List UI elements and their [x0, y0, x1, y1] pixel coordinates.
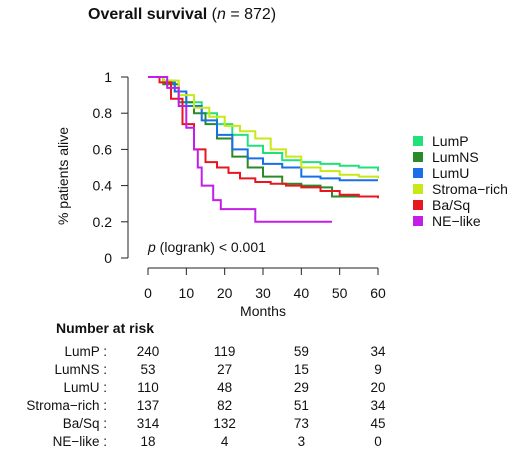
risk-row-label: Ba/Sq : — [62, 416, 107, 431]
logrank-annotation: p (logrank) < 0.001 — [147, 239, 266, 255]
risk-cell: 29 — [293, 380, 309, 395]
risk-cell: 34 — [370, 344, 386, 359]
legend-label-lumu: LumU — [432, 165, 469, 181]
chart-title: Overall survival (n = 872) — [88, 6, 276, 24]
legend-label-lump: LumP — [432, 133, 469, 149]
legend-swatch-stroma-rich — [413, 184, 423, 194]
survival-chart: 00.20.40.60.810 10 20 30 40 50 60 LumPLumNSLum… — [55, 69, 508, 319]
risk-cell: 314 — [136, 416, 160, 431]
y-tick-label: 0.8 — [93, 105, 113, 121]
legend-label-stroma-rich: Stroma−rich — [432, 181, 508, 197]
risk-cell: 34 — [370, 398, 386, 413]
risk-cell: 73 — [293, 416, 309, 431]
risk-cell: 132 — [213, 416, 236, 431]
y-tick-label: 1 — [104, 69, 112, 85]
x-tick-label: 60 — [370, 285, 386, 301]
risk-cell: 82 — [217, 398, 233, 413]
x-tick-label: 40 — [294, 285, 310, 301]
risk-cell: 51 — [293, 398, 309, 413]
legend-label-ba-sq: Ba/Sq — [432, 197, 470, 213]
risk-cell: 119 — [213, 344, 236, 359]
risk-row-label: LumU : — [63, 380, 107, 395]
risk-cell: 59 — [293, 344, 309, 359]
risk-cell: 3 — [297, 434, 306, 449]
legend-swatch-lumu — [413, 168, 423, 178]
y-axis-label: % patients alive — [55, 127, 71, 225]
series-line-ba-sq — [148, 76, 379, 199]
title-n-value: = 872) — [225, 6, 277, 23]
risk-row-label: LumNS : — [54, 362, 107, 377]
risk-cell: 45 — [370, 416, 386, 431]
risk-cell: 53 — [140, 362, 156, 377]
risk-row-label: LumP : — [64, 344, 107, 359]
axes: 00.20.40.60.810 10 20 30 40 50 60 — [93, 69, 386, 301]
series-line-stroma-rich — [148, 76, 379, 179]
legend-label-ne-like: NE−like — [432, 213, 481, 229]
y-tick-label: 0 — [104, 250, 112, 266]
legend-swatch-ba-sq — [413, 200, 423, 210]
y-tick-label: 0.4 — [93, 178, 113, 194]
legend-swatch-lump — [413, 136, 423, 146]
x-axis-label: Months — [240, 303, 286, 319]
legend-swatch-ne-like — [413, 216, 423, 226]
risk-cell: 15 — [293, 362, 309, 377]
risk-cell: 110 — [137, 380, 159, 395]
title-open: ( — [211, 6, 217, 23]
risk-cell: 20 — [370, 380, 386, 395]
x-tick-label: 50 — [332, 285, 348, 301]
risk-row-label: Stroma−rich : — [26, 398, 107, 413]
y-tick-label: 0.6 — [93, 141, 113, 157]
title-main: Overall survival — [88, 6, 208, 23]
risk-row-label: NE−like : — [52, 434, 107, 449]
x-tick-label: 0 — [144, 285, 152, 301]
risk-cell: 9 — [374, 362, 382, 377]
risk-cell: 18 — [140, 434, 156, 449]
x-tick-label: 10 — [179, 285, 195, 301]
legend-swatch-lumns — [413, 152, 423, 162]
risk-cell: 48 — [217, 380, 233, 395]
risk-cell: 137 — [136, 398, 160, 413]
legend-label-lumns: LumNS — [432, 149, 479, 165]
x-tick-label: 30 — [255, 285, 271, 301]
risk-table-title: Number at risk — [56, 320, 155, 336]
risk-cell: 27 — [217, 362, 233, 377]
y-tick-label: 0.2 — [93, 214, 113, 230]
series-line-ne-like — [148, 76, 332, 223]
x-tick-label: 20 — [217, 285, 233, 301]
title-n-symbol: n — [216, 6, 226, 23]
survival-curves — [148, 76, 379, 223]
risk-cell: 0 — [374, 434, 382, 449]
risk-cell: 4 — [220, 434, 229, 449]
risk-cell: 240 — [136, 344, 160, 359]
